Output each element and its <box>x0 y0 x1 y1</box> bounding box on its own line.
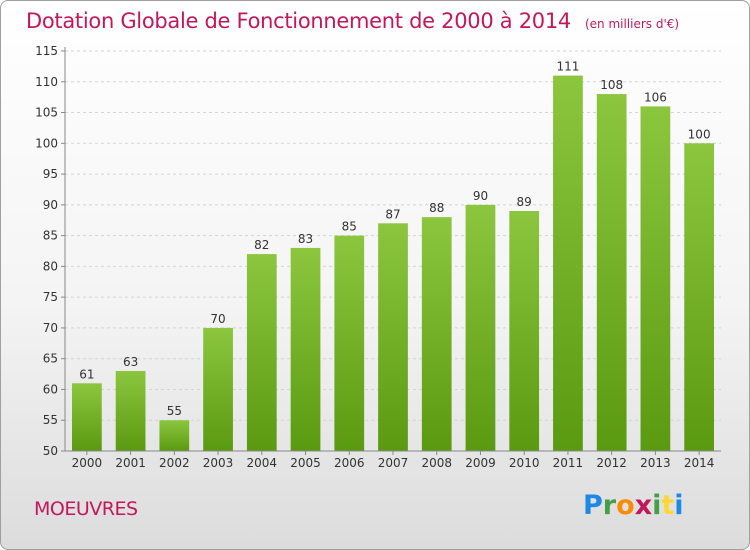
y-tick-label: 115 <box>35 44 58 58</box>
proxiti-logo: Proxiti <box>583 490 684 521</box>
axes: 50 55 60 65 70 75 80 85 90 95 100 105 110 115 2000 2001… <box>35 44 721 470</box>
bar-value-label: 111 <box>556 60 579 74</box>
bar <box>421 217 452 451</box>
x-tick-label: 2005 <box>290 456 321 470</box>
y-tick-label: 60 <box>43 382 58 396</box>
bar <box>553 75 583 451</box>
bar-value-label: 85 <box>342 220 357 234</box>
logo-letter: i <box>652 490 662 521</box>
bar <box>509 211 540 451</box>
x-tick-label: 2012 <box>596 456 627 470</box>
logo-letter: o <box>616 490 635 521</box>
y-tick-label: 50 <box>43 444 58 458</box>
bar-value-label: 70 <box>210 312 225 326</box>
chart-subtitle: (en milliers d'€) <box>584 17 680 31</box>
y-tick-label: 80 <box>43 259 58 273</box>
bar <box>596 94 627 452</box>
x-tick-label: 2000 <box>72 456 103 470</box>
bar-value-label: 89 <box>517 195 532 209</box>
x-tick-label: 2007 <box>378 456 409 470</box>
y-tick-label: 55 <box>43 413 58 427</box>
bar-value-label: 55 <box>167 404 182 418</box>
x-tick-label: 2004 <box>247 456 278 470</box>
logo-letter: i <box>674 490 684 521</box>
y-tick-label: 70 <box>43 321 58 335</box>
bar-value-label: 88 <box>429 201 444 215</box>
chart-title-text: Dotation Globale de Fonctionnement de 20… <box>26 9 571 33</box>
x-tick-label: 2001 <box>115 456 146 470</box>
x-tick-label: 2006 <box>334 456 365 470</box>
bar <box>334 235 365 451</box>
y-tick-label: 105 <box>35 106 58 120</box>
x-tick-label: 2011 <box>553 456 584 470</box>
bar <box>684 143 715 452</box>
x-tick-label: 2014 <box>684 456 715 470</box>
bar <box>246 254 277 451</box>
y-tick-label: 110 <box>35 75 58 89</box>
x-tick-label: 2002 <box>159 456 190 470</box>
logo-letter: r <box>602 490 617 521</box>
bar-value-label: 83 <box>298 232 313 246</box>
bar <box>203 327 233 451</box>
y-tick-label: 75 <box>43 290 58 304</box>
chart-title: Dotation Globale de Fonctionnement de 20… <box>26 9 679 33</box>
x-tick-label: 2013 <box>640 456 671 470</box>
logo-letter: t <box>661 490 675 521</box>
bar <box>290 247 321 451</box>
bar <box>640 106 671 451</box>
bar-value-label: 61 <box>79 367 94 381</box>
bar-value-label: 63 <box>123 355 138 369</box>
bars: 61 63 55 70 82 83 85 87 88 90 89 111 108 106 100 <box>71 60 715 452</box>
bar-value-label: 100 <box>688 127 711 141</box>
bar-value-label: 108 <box>600 78 623 92</box>
x-tick-label: 2008 <box>421 456 452 470</box>
bar <box>465 204 496 451</box>
y-tick-label: 100 <box>35 136 58 150</box>
bar-value-label: 106 <box>644 90 667 104</box>
bar-value-label: 90 <box>473 189 488 203</box>
bar <box>378 223 408 451</box>
x-tick-label: 2003 <box>203 456 234 470</box>
bar-value-label: 87 <box>385 207 400 221</box>
logo-letter: x <box>634 490 653 521</box>
town-name: MOEUVRES <box>34 498 138 520</box>
y-tick-label: 85 <box>43 229 58 243</box>
logo-letter: P <box>583 490 603 521</box>
x-tick-label: 2009 <box>465 456 496 470</box>
y-tick-label: 90 <box>43 198 58 212</box>
x-tick-label: 2010 <box>509 456 540 470</box>
bar <box>71 383 102 451</box>
y-tick-label: 95 <box>43 167 58 181</box>
bar-value-label: 82 <box>254 238 269 252</box>
y-tick-label: 65 <box>43 352 58 366</box>
bar <box>159 420 190 451</box>
bar <box>115 371 146 451</box>
